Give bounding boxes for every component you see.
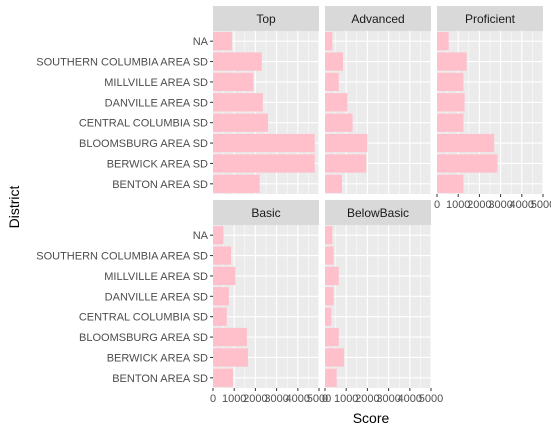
bar-basic-berwick-area-sd bbox=[213, 348, 248, 367]
bar-proficient-bloomsburg-area-sd bbox=[437, 133, 495, 153]
bar-proficient-na bbox=[437, 32, 449, 51]
bar-proficient-millville-area-sd bbox=[437, 72, 464, 92]
facet-strip bbox=[437, 6, 543, 31]
y-tick-label: SOUTHERN COLUMBIA AREA SD bbox=[36, 251, 208, 263]
bar-top-millville-area-sd bbox=[213, 72, 254, 92]
bar-top-bloomsburg-area-sd bbox=[213, 133, 315, 153]
y-tick-label: MILLVILLE AREA SD bbox=[104, 77, 208, 89]
bar-advanced-southern-columbia-area-sd bbox=[325, 52, 344, 71]
bar-belowbasic-danville-area-sd bbox=[325, 287, 334, 306]
bar-advanced-danville-area-sd bbox=[325, 93, 348, 112]
y-tick-label: BLOOMSBURG AREA SD bbox=[79, 138, 208, 150]
x-tick-label: 4000 bbox=[510, 199, 534, 211]
x-tick-label: 2000 bbox=[243, 393, 267, 405]
bar-belowbasic-berwick-area-sd bbox=[325, 348, 345, 367]
bar-basic-millville-area-sd bbox=[213, 266, 236, 286]
y-tick-label: DANVILLE AREA SD bbox=[105, 291, 208, 303]
y-tick-label: BLOOMSBURG AREA SD bbox=[79, 332, 208, 344]
y-axis-title: District bbox=[6, 186, 22, 229]
y-tick-label: BENTON AREA SD bbox=[112, 373, 208, 385]
x-tick-label: 2000 bbox=[467, 199, 491, 211]
x-tick-label: 1000 bbox=[446, 199, 470, 211]
facet-basic: Basic NA SOUTHERN COLUMBIA AREA SD MILLVILL… bbox=[36, 200, 331, 405]
bar-advanced-millville-area-sd bbox=[325, 72, 339, 92]
x-tick-label: 0 bbox=[210, 393, 216, 405]
bar-basic-bloomsburg-area-sd bbox=[213, 327, 247, 347]
facet-strip bbox=[325, 200, 431, 225]
bar-basic-danville-area-sd bbox=[213, 287, 229, 306]
y-tick-label: SOUTHERN COLUMBIA AREA SD bbox=[36, 57, 208, 69]
x-tick-label: 1000 bbox=[334, 393, 358, 405]
bar-basic-southern-columbia-area-sd bbox=[213, 246, 232, 265]
facet-strip-label: Advanced bbox=[351, 12, 404, 26]
x-axis-title: Score bbox=[353, 410, 390, 426]
x-tick-label: 4000 bbox=[398, 393, 422, 405]
x-tick-label: 4000 bbox=[286, 393, 310, 405]
bar-top-na bbox=[213, 32, 233, 51]
facet-advanced: Advanced bbox=[324, 6, 432, 194]
facet-strip bbox=[325, 6, 431, 31]
facet-strip-label: Basic bbox=[251, 206, 280, 220]
bar-proficient-benton-area-sd bbox=[437, 174, 464, 193]
x-tick-label: 5000 bbox=[307, 393, 331, 405]
bar-top-southern-columbia-area-sd bbox=[213, 52, 262, 71]
bar-belowbasic-southern-columbia-area-sd bbox=[325, 246, 334, 265]
bar-advanced-na bbox=[325, 32, 333, 51]
bar-advanced-bloomsburg-area-sd bbox=[325, 133, 368, 153]
bar-basic-na bbox=[213, 226, 224, 245]
bar-proficient-central-columbia-sd bbox=[437, 113, 464, 132]
bar-belowbasic-bloomsburg-area-sd bbox=[325, 327, 339, 347]
facet-strip-label: Proficient bbox=[465, 12, 516, 26]
bar-proficient-danville-area-sd bbox=[437, 93, 465, 112]
bar-proficient-berwick-area-sd bbox=[437, 154, 498, 173]
facet-strip-label: Top bbox=[256, 12, 276, 26]
facet-strip-label: BelowBasic bbox=[347, 206, 409, 220]
x-tick-label: 0 bbox=[434, 199, 440, 211]
bar-top-danville-area-sd bbox=[213, 93, 263, 112]
x-tick-label: 3000 bbox=[264, 393, 288, 405]
bar-proficient-southern-columbia-area-sd bbox=[437, 52, 467, 71]
bar-top-berwick-area-sd bbox=[213, 154, 315, 173]
bar-top-benton-area-sd bbox=[213, 174, 260, 193]
bar-belowbasic-na bbox=[325, 226, 333, 245]
y-tick-label: CENTRAL COLUMBIA SD bbox=[79, 312, 208, 324]
x-tick-label: 0 bbox=[322, 393, 328, 405]
bar-basic-central-columbia-sd bbox=[213, 307, 227, 326]
facet-top: Top NA SOUTHERN COLUMBIA AREA SD MILLVILLE … bbox=[36, 6, 320, 194]
bar-advanced-berwick-area-sd bbox=[325, 154, 367, 173]
x-tick-label: 3000 bbox=[376, 393, 400, 405]
y-tick-label: CENTRAL COLUMBIA SD bbox=[79, 118, 208, 130]
y-tick-label: MILLVILLE AREA SD bbox=[104, 271, 208, 283]
facet-strip bbox=[213, 200, 319, 225]
facet-panels: Top NA SOUTHERN COLUMBIA AREA SD MILLVILLE … bbox=[36, 6, 551, 405]
x-tick-label: 1000 bbox=[222, 393, 246, 405]
bar-advanced-central-columbia-sd bbox=[325, 113, 353, 132]
y-tick-label: BERWICK AREA SD bbox=[107, 352, 208, 364]
y-tick-label: DANVILLE AREA SD bbox=[105, 97, 208, 109]
bar-advanced-benton-area-sd bbox=[325, 174, 342, 193]
y-tick-label: BERWICK AREA SD bbox=[107, 158, 208, 170]
bar-basic-benton-area-sd bbox=[213, 368, 234, 387]
x-tick-label: 5000 bbox=[531, 199, 551, 211]
x-tick-label: 5000 bbox=[419, 393, 443, 405]
facet-strip bbox=[213, 6, 319, 31]
x-tick-label: 2000 bbox=[355, 393, 379, 405]
bar-belowbasic-millville-area-sd bbox=[325, 266, 339, 286]
x-tick-label: 3000 bbox=[488, 199, 512, 211]
y-tick-label: BENTON AREA SD bbox=[112, 179, 208, 191]
bar-belowbasic-benton-area-sd bbox=[325, 368, 337, 387]
bar-top-central-columbia-sd bbox=[213, 113, 269, 132]
y-tick-label: NA bbox=[193, 36, 209, 48]
y-tick-label: NA bbox=[193, 230, 209, 242]
bar-belowbasic-central-columbia-sd bbox=[325, 307, 332, 326]
